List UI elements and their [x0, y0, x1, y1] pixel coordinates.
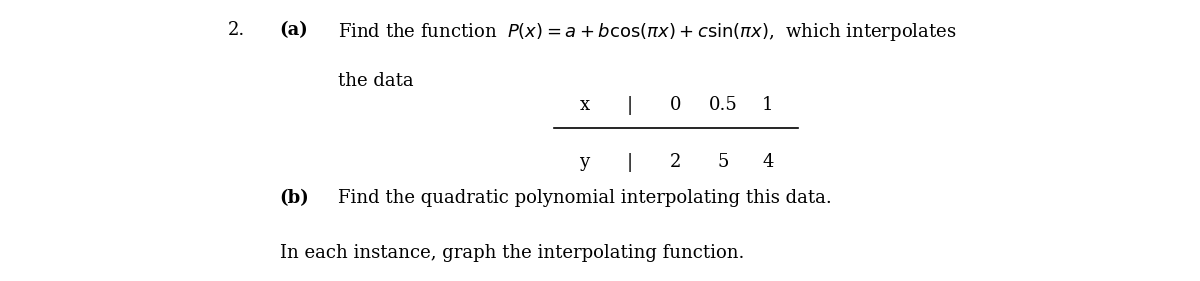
Text: 5: 5	[718, 153, 730, 171]
Text: y: y	[580, 153, 589, 171]
Text: Find the function  $P(x) = a + b\cos(\pi x) + c\sin(\pi x)$,  which interpolates: Find the function $P(x) = a + b\cos(\pi …	[338, 21, 956, 43]
Text: 2.: 2.	[228, 21, 245, 39]
Text: 2: 2	[670, 153, 682, 171]
Text: the data: the data	[338, 72, 414, 90]
Text: (b): (b)	[280, 189, 310, 207]
Text: |: |	[626, 153, 634, 172]
Text: Find the quadratic polynomial interpolating this data.: Find the quadratic polynomial interpolat…	[338, 189, 832, 207]
Text: |: |	[626, 96, 634, 115]
Text: 4: 4	[762, 153, 774, 171]
Text: 0.5: 0.5	[709, 96, 738, 114]
Text: x: x	[580, 96, 589, 114]
Text: (a): (a)	[280, 21, 308, 39]
Text: 1: 1	[762, 96, 774, 114]
Text: 0: 0	[670, 96, 682, 114]
Text: In each instance, graph the interpolating function.: In each instance, graph the interpolatin…	[280, 244, 744, 262]
